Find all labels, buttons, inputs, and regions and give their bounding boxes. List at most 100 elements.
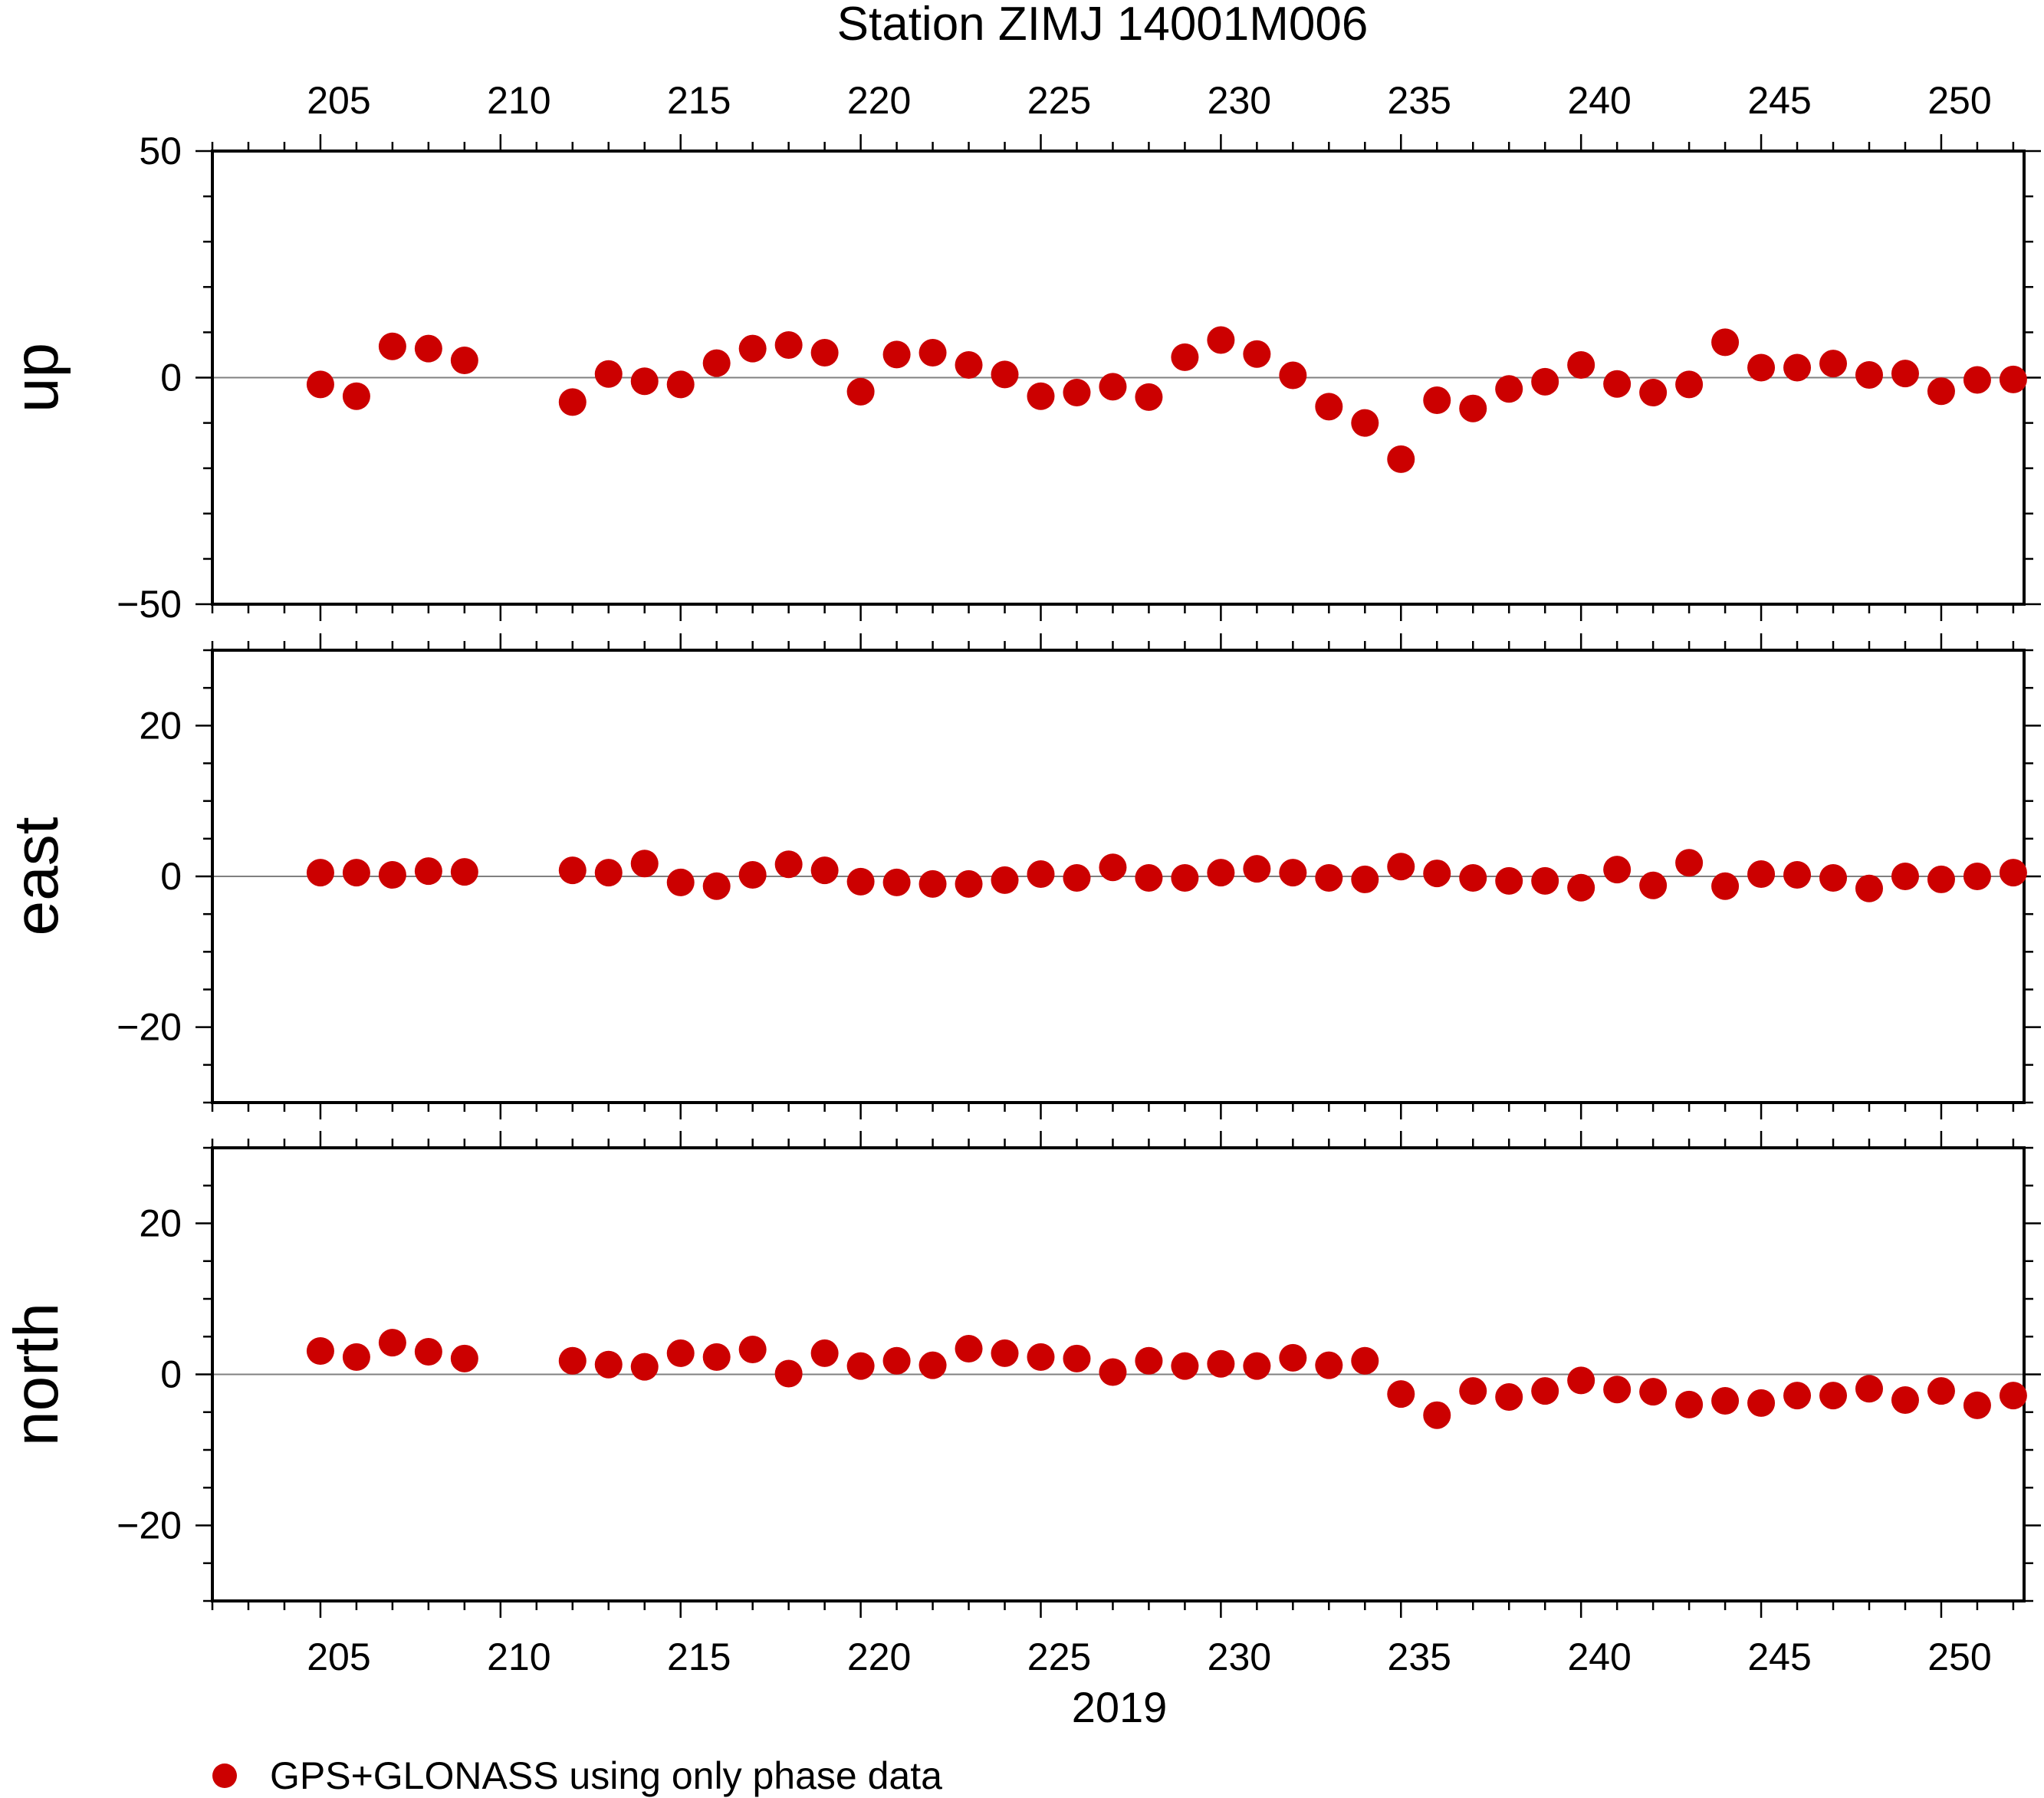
y-tick-label: 50: [139, 130, 182, 173]
data-point: [1279, 859, 1307, 887]
data-point: [955, 350, 983, 379]
x-tick-label-bottom: 230: [1208, 1635, 1271, 1678]
y-tick-label: 20: [139, 704, 182, 747]
data-point: [846, 867, 875, 896]
legend-label: GPS+GLONASS using only phase data: [270, 1754, 942, 1797]
data-point: [1747, 860, 1776, 889]
y-tick-label: −20: [117, 1504, 182, 1547]
data-point: [1963, 863, 1991, 890]
data-point: [1063, 379, 1091, 407]
data-point: [1819, 1382, 1848, 1410]
data-point: [1027, 382, 1055, 410]
data-point: [342, 1343, 370, 1371]
data-point: [666, 1339, 695, 1367]
data-point: [1567, 873, 1595, 902]
data-point: [1927, 1377, 1955, 1405]
data-point: [810, 856, 839, 885]
x-tick-label-bottom: 235: [1388, 1635, 1451, 1678]
x-tick-label-top: 250: [1927, 79, 1991, 122]
x-tick-label-bottom: 225: [1027, 1635, 1091, 1678]
data-point: [1783, 353, 1812, 382]
data-point: [1351, 409, 1379, 437]
data-point: [882, 868, 911, 896]
data-point: [306, 859, 334, 887]
data-point: [1495, 866, 1523, 895]
data-point: [1315, 393, 1343, 421]
data-point: [558, 856, 587, 885]
data-point: [1747, 1389, 1776, 1417]
x-tick-label-bottom: 220: [847, 1635, 911, 1678]
data-point: [630, 367, 659, 396]
data-point: [738, 334, 767, 363]
x-tick-label-bottom: 215: [667, 1635, 731, 1678]
panels-layer: 50 0 −50 up 20 0 −20 east 20 0 −20 north 205 205 210 21…: [2, 79, 2041, 1731]
data-point: [1459, 1377, 1487, 1405]
panel-north: 20 0 −20 north: [2, 1131, 2041, 1618]
data-point: [1495, 375, 1523, 403]
x-tick-label-top: 245: [1747, 79, 1811, 122]
data-point: [846, 1352, 875, 1380]
data-point: [702, 349, 731, 377]
data-point: [594, 1350, 623, 1379]
data-point: [1963, 366, 1991, 394]
data-point: [1891, 1385, 1919, 1414]
data-point: [1171, 343, 1199, 371]
y-axis-label-up: up: [2, 343, 71, 413]
data-point: [1171, 1352, 1199, 1380]
data-point: [738, 861, 767, 889]
y-tick-label: 0: [160, 855, 182, 898]
data-point: [1855, 1375, 1883, 1403]
data-point: [1243, 1352, 1271, 1380]
data-point: [955, 869, 983, 898]
data-point: [1027, 1343, 1055, 1371]
y-tick-label: −20: [117, 1006, 182, 1049]
x-tick-label-top: 230: [1208, 79, 1271, 122]
data-point: [1135, 1346, 1163, 1375]
data-point: [1135, 383, 1163, 411]
data-point: [1783, 861, 1812, 889]
x-tick-label-bottom: 245: [1747, 1635, 1811, 1678]
data-point: [342, 382, 370, 410]
data-point: [1531, 866, 1559, 895]
y-tick-label: 20: [139, 1202, 182, 1245]
x-tick-label-top: 235: [1388, 79, 1451, 122]
data-point: [702, 872, 731, 900]
data-point: [1603, 1376, 1632, 1404]
data-point: [918, 869, 947, 898]
data-point: [1927, 865, 1955, 893]
data-point: [810, 338, 839, 367]
data-point: [342, 859, 370, 887]
data-point: [594, 859, 623, 887]
data-point: [1063, 1344, 1091, 1372]
data-point: [882, 340, 911, 369]
x-tick-label-bottom: 205: [307, 1635, 370, 1678]
x-tick-label-top: 205: [307, 79, 370, 122]
data-point: [1675, 1390, 1704, 1418]
data-point: [1675, 849, 1704, 877]
data-point: [1207, 859, 1235, 887]
data-point: [1603, 370, 1632, 398]
data-point: [1099, 1358, 1127, 1386]
data-point: [882, 1346, 911, 1375]
data-point: [1819, 350, 1848, 378]
data-point: [846, 377, 875, 406]
data-point: [1279, 1343, 1307, 1372]
data-point: [558, 1346, 587, 1375]
data-point: [1675, 370, 1704, 399]
x-tick-label-top: 225: [1027, 79, 1091, 122]
data-point: [414, 334, 442, 363]
data-point: [1027, 860, 1055, 889]
data-point: [991, 866, 1019, 894]
data-point: [1855, 874, 1883, 902]
data-point: [1423, 860, 1451, 888]
x-axis-label: 2019: [1072, 1683, 1168, 1731]
data-point: [1603, 856, 1632, 884]
x-tick-label-top: 240: [1567, 79, 1631, 122]
data-point: [1963, 1391, 1991, 1419]
data-point: [1243, 340, 1271, 368]
data-point: [1567, 350, 1595, 379]
data-point: [306, 1336, 334, 1365]
data-point: [1639, 871, 1668, 899]
data-point: [1891, 863, 1919, 890]
